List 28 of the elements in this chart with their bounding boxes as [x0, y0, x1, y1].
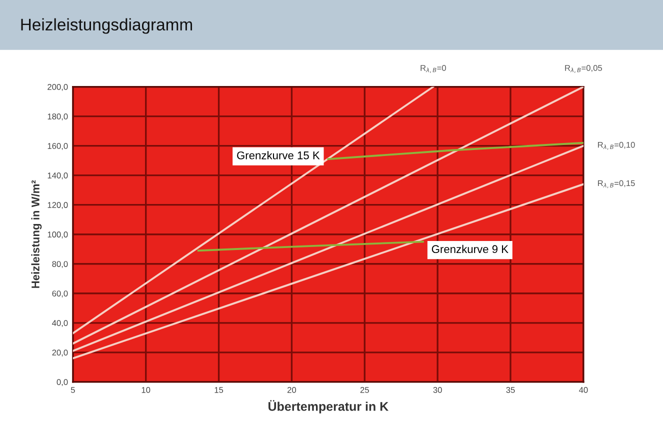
x-tick-label: 25: [360, 387, 369, 393]
chart-title: Heizleistungsdiagramm: [21, 18, 192, 34]
y-tick-label: 120,0: [48, 202, 68, 209]
y-tick-label: 140,0: [48, 172, 68, 180]
series-label: Grenzkurve 9 K: [432, 244, 508, 254]
x-tick-label: 30: [433, 387, 442, 393]
y-tick-label: 0,0: [56, 379, 68, 386]
x-tick-label: 15: [214, 387, 224, 393]
y-tick-label: 20,0: [52, 350, 68, 356]
y-axis-title: Heizleistung in W/m²: [31, 180, 42, 288]
y-tick-label: 180,0: [48, 114, 68, 120]
x-tick-label: 5: [70, 387, 75, 393]
series-label: Grenzkurve 15 K: [237, 151, 320, 160]
x-tick-label: 40: [578, 387, 588, 393]
text: R$_{λ,B}$=0,05: [565, 64, 602, 73]
x-tick-label: 10: [142, 387, 150, 393]
x-tick-label: 35: [506, 387, 515, 393]
y-tick-label: 40,0: [52, 320, 68, 327]
series-label: R$_{λ,B}$=0,10: [598, 142, 635, 150]
x-axis-title: Übertemperatur in K: [268, 400, 388, 414]
y-tick-label: 160,0: [48, 143, 68, 150]
y-tick-label: 60,0: [52, 290, 68, 298]
x-tick-label: 20: [288, 387, 296, 393]
y-tick-label: 80,0: [52, 261, 68, 268]
y-tick-label: 200,0: [48, 84, 68, 91]
text: R$_{λ,B}$=0: [420, 64, 446, 73]
y-tick-label: 100,0: [48, 232, 68, 238]
series-label: R$_{λ,B}$=0,15: [598, 180, 635, 188]
